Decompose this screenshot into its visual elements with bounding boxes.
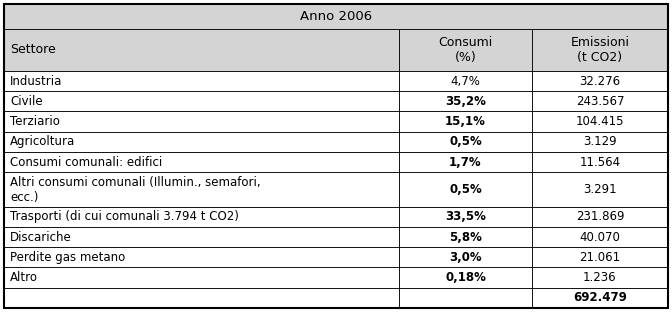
Text: 104.415: 104.415: [576, 115, 624, 128]
Text: 243.567: 243.567: [576, 95, 624, 108]
Bar: [399, 29, 532, 71]
Bar: [532, 29, 668, 71]
Text: Altri consumi comunali (Illumin., semafori,
ecc.): Altri consumi comunali (Illumin., semafo…: [10, 176, 261, 204]
Text: 0,18%: 0,18%: [445, 271, 486, 284]
Bar: [532, 207, 668, 227]
Bar: [399, 227, 532, 247]
Bar: [4, 207, 399, 227]
Text: 32.276: 32.276: [579, 75, 620, 87]
Bar: [399, 71, 532, 91]
Bar: [532, 288, 668, 308]
Text: 11.564: 11.564: [579, 156, 620, 168]
Text: Anno 2006: Anno 2006: [300, 10, 372, 23]
Bar: [399, 247, 532, 267]
Text: 5,8%: 5,8%: [449, 231, 482, 244]
Text: Settore: Settore: [10, 43, 56, 56]
Text: Altro: Altro: [10, 271, 38, 284]
Text: 3.129: 3.129: [583, 135, 617, 148]
Bar: [399, 152, 532, 172]
Bar: [4, 267, 399, 288]
Bar: [4, 132, 399, 152]
Bar: [4, 288, 399, 308]
Text: Terziario: Terziario: [10, 115, 60, 128]
Text: 15,1%: 15,1%: [445, 115, 486, 128]
Text: 1,7%: 1,7%: [449, 156, 482, 168]
Text: Emissioni
(t CO2): Emissioni (t CO2): [571, 36, 630, 64]
Text: 40.070: 40.070: [579, 231, 620, 244]
Bar: [399, 111, 532, 132]
Bar: [399, 207, 532, 227]
Text: Perdite gas metano: Perdite gas metano: [10, 251, 125, 264]
Bar: [532, 267, 668, 288]
Text: 692.479: 692.479: [573, 291, 627, 305]
Bar: [399, 91, 532, 111]
Text: 4,7%: 4,7%: [450, 75, 480, 87]
Bar: [4, 172, 399, 207]
Bar: [532, 152, 668, 172]
Bar: [4, 247, 399, 267]
Bar: [399, 132, 532, 152]
Text: 0,5%: 0,5%: [449, 183, 482, 196]
Text: Civile: Civile: [10, 95, 42, 108]
Bar: [532, 91, 668, 111]
Text: Discariche: Discariche: [10, 231, 72, 244]
Bar: [4, 111, 399, 132]
Text: 3.291: 3.291: [583, 183, 617, 196]
Text: 3,0%: 3,0%: [449, 251, 482, 264]
Bar: [532, 227, 668, 247]
Bar: [4, 152, 399, 172]
Bar: [532, 71, 668, 91]
Bar: [399, 288, 532, 308]
Bar: [532, 172, 668, 207]
Text: Trasporti (di cui comunali 3.794 t CO2): Trasporti (di cui comunali 3.794 t CO2): [10, 210, 239, 223]
Bar: [532, 247, 668, 267]
Bar: [4, 71, 399, 91]
Text: 231.869: 231.869: [576, 210, 624, 223]
Text: 1.236: 1.236: [583, 271, 617, 284]
Text: 0,5%: 0,5%: [449, 135, 482, 148]
Text: Agricoltura: Agricoltura: [10, 135, 75, 148]
Bar: [4, 227, 399, 247]
Text: Consumi
(%): Consumi (%): [438, 36, 493, 64]
Text: 33,5%: 33,5%: [445, 210, 486, 223]
Bar: [4, 4, 668, 29]
Text: 21.061: 21.061: [579, 251, 620, 264]
Bar: [4, 91, 399, 111]
Bar: [399, 267, 532, 288]
Bar: [399, 172, 532, 207]
Bar: [4, 29, 399, 71]
Bar: [532, 132, 668, 152]
Text: Industria: Industria: [10, 75, 62, 87]
Text: 35,2%: 35,2%: [445, 95, 486, 108]
Bar: [532, 111, 668, 132]
Text: Consumi comunali: edifici: Consumi comunali: edifici: [10, 156, 162, 168]
